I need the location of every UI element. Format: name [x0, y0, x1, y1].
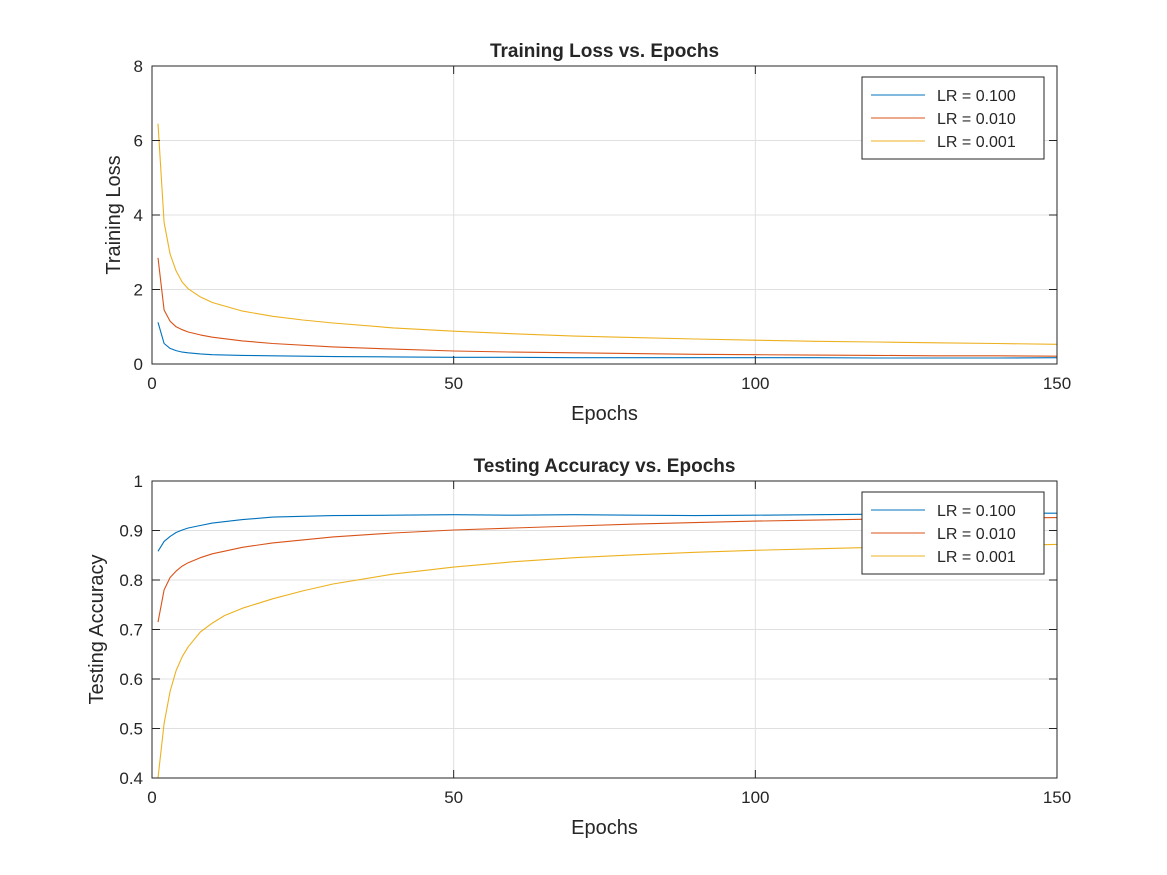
loss-x-axis-label: Epochs — [571, 403, 638, 425]
acc-legend: LR = 0.100 LR = 0.010 LR = 0.001 — [861, 491, 1045, 575]
loss-series-line-1 — [157, 257, 1058, 357]
acc-y-axis-label: Testing Accuracy — [86, 554, 108, 704]
training-loss-chart: 0 50 100 150 0 2 4 6 8 Training Loss vs. Epochs Ep… — [103, 41, 1071, 425]
loss-legend: LR = 0.100 LR = 0.010 LR = 0.001 — [861, 76, 1045, 160]
loss-legend-label-0: LR = 0.100 — [937, 88, 1016, 105]
acc-legend-label-0: LR = 0.100 — [937, 503, 1016, 520]
loss-ytick-label-1: 2 — [134, 281, 143, 300]
acc-ytick-label-5: 0.9 — [119, 522, 143, 541]
loss-legend-label-1: LR = 0.010 — [937, 111, 1016, 128]
acc-ytick-label-0: 0.4 — [119, 769, 143, 788]
loss-series-line-0 — [157, 322, 1058, 359]
acc-ytick-label-6: 1 — [134, 472, 143, 491]
loss-series-line-2 — [157, 123, 1058, 345]
loss-xtick-label-3: 150 — [1043, 374, 1071, 393]
loss-ytick-label-4: 8 — [134, 57, 143, 76]
loss-legend-label-2: LR = 0.001 — [937, 134, 1016, 151]
loss-ytick-label-3: 6 — [134, 132, 143, 151]
loss-y-axis-label: Training Loss — [103, 155, 125, 274]
acc-series-line-1 — [157, 517, 1058, 623]
acc-xtick-label-0: 0 — [147, 788, 156, 807]
acc-x-axis-label: Epochs — [571, 817, 638, 839]
acc-series-line-2 — [157, 543, 1058, 779]
acc-ytick-label-1: 0.5 — [119, 720, 143, 739]
loss-xtick-label-0: 0 — [147, 374, 156, 393]
acc-chart-title: Testing Accuracy vs. Epochs — [474, 456, 736, 477]
loss-chart-title: Training Loss vs. Epochs — [490, 41, 719, 62]
acc-legend-label-1: LR = 0.010 — [937, 526, 1016, 543]
acc-ytick-label-2: 0.6 — [119, 670, 143, 689]
testing-accuracy-chart: 0 50 100 150 0.4 0.5 0.6 0.7 0.8 0.9 1 Testing Accu… — [86, 456, 1071, 839]
loss-ytick-label-0: 0 — [134, 355, 143, 374]
acc-xtick-label-2: 100 — [741, 788, 769, 807]
acc-legend-label-2: LR = 0.001 — [937, 549, 1016, 566]
loss-ytick-label-2: 4 — [134, 206, 143, 225]
acc-series-line-0 — [157, 512, 1057, 552]
acc-ytick-label-3: 0.7 — [119, 621, 143, 640]
loss-xtick-label-1: 50 — [444, 374, 463, 393]
acc-xtick-label-1: 50 — [444, 788, 463, 807]
loss-xtick-label-2: 100 — [741, 374, 769, 393]
acc-xtick-label-3: 150 — [1043, 788, 1071, 807]
acc-ytick-label-4: 0.8 — [119, 571, 143, 590]
